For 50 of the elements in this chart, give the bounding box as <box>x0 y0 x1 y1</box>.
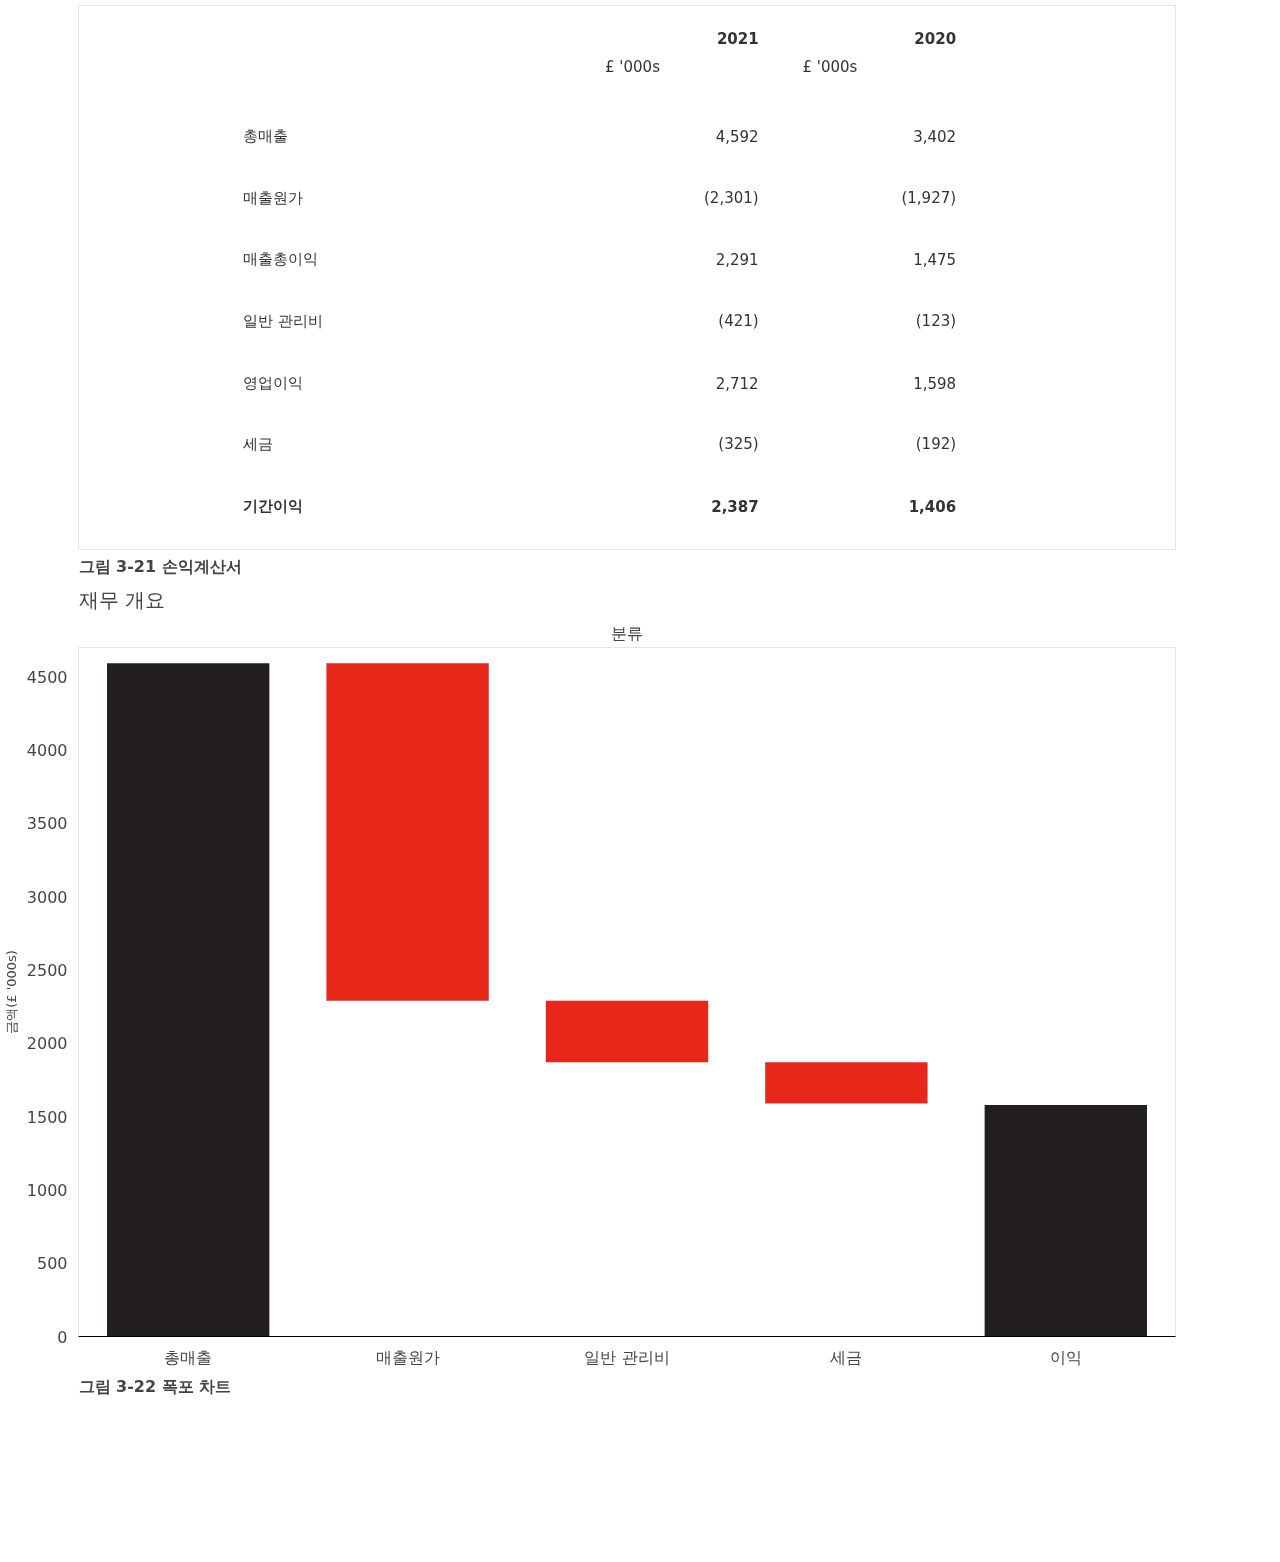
text: 3,402 <box>913 128 957 147</box>
x-tick-label: 세금 <box>830 1347 863 1367</box>
y-tick-label: 2000 <box>26 1034 68 1054</box>
text: (1,927) <box>901 188 957 207</box>
text: 매출총이익 <box>243 250 319 269</box>
chart-title: 재무 개요 <box>78 587 165 612</box>
text: 세금 <box>243 435 274 454</box>
text: (325) <box>718 435 759 454</box>
text: (192) <box>915 435 957 454</box>
text: 1,475 <box>913 251 957 270</box>
y-tick-label: 2500 <box>26 961 68 981</box>
text: 매출원가 <box>243 188 304 207</box>
y-tick-label: 3000 <box>26 887 68 907</box>
text: 총매출 <box>243 127 289 146</box>
bar <box>765 1062 928 1104</box>
y-tick-label: 3500 <box>26 814 68 834</box>
text: 기간이익 <box>243 496 304 515</box>
caption: 그림 3-21 손익계산서 <box>78 556 242 576</box>
y-tick-label: 1500 <box>26 1107 68 1127</box>
text: 2,387 <box>711 497 759 516</box>
y-tick-label: 4000 <box>26 741 68 761</box>
y-tick-label: 4500 <box>26 667 68 687</box>
y-tick-label: 0 <box>57 1327 68 1347</box>
bar <box>984 1104 1147 1337</box>
x-tick-label: 총매출 <box>164 1347 213 1367</box>
text: (2,301) <box>703 188 759 207</box>
bar <box>326 663 489 1001</box>
x-tick-label: 이익 <box>1049 1347 1082 1367</box>
y-tick-label: 500 <box>36 1254 68 1274</box>
text: 1,598 <box>913 374 957 393</box>
caption: 그림 3-22 폭포 차트 <box>78 1376 232 1396</box>
text: 4,592 <box>715 128 759 147</box>
text: £ '000s <box>802 58 858 77</box>
text: 2020 <box>914 29 957 48</box>
text: (123) <box>915 312 957 331</box>
text: 2021 <box>716 29 759 48</box>
x-tick-label: 일반 관리비 <box>584 1347 670 1367</box>
x-tick-label: 매출원가 <box>375 1347 440 1367</box>
text: £ '000s <box>605 58 661 77</box>
text: 2,291 <box>715 251 759 270</box>
chart-subtitle: 분류 <box>611 623 643 643</box>
bar <box>107 663 270 1337</box>
text: 1,406 <box>908 497 957 516</box>
text: 2,712 <box>715 374 759 393</box>
y-tick-label: 1000 <box>26 1180 68 1200</box>
text: 영업이익 <box>243 373 304 392</box>
y-axis-title: 금액(£ '000s) <box>3 950 19 1034</box>
text: (421) <box>718 312 759 331</box>
text: 일반 관리비 <box>243 312 323 331</box>
bar <box>545 1000 709 1063</box>
